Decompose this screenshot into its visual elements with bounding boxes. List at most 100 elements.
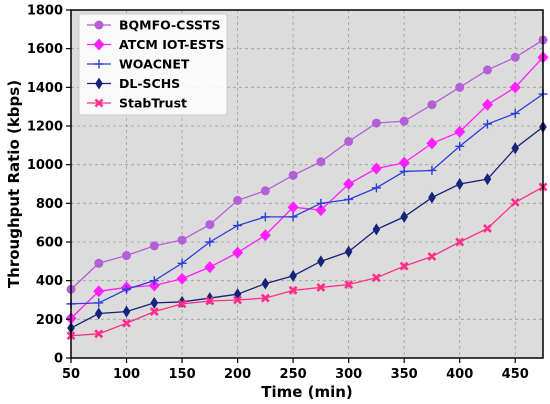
legend-label: ATCM IOT-ESTS (119, 37, 224, 52)
data-point-dl-schs (150, 296, 159, 309)
data-point-stabtrust (260, 293, 270, 303)
data-point-dl-schs (400, 210, 408, 223)
data-point-dl-schs (178, 295, 186, 308)
data-point-atcm-iot-ests (426, 137, 438, 150)
x-axis-title: Time (min) (261, 383, 353, 401)
data-point-woacnet (233, 221, 243, 231)
data-point-stabtrust (205, 296, 215, 306)
legend-item-stabtrust: StabTrust (87, 96, 187, 111)
series-atcm-iot-ests (65, 51, 549, 325)
legend-label: StabTrust (119, 96, 187, 111)
data-point-stabtrust (510, 197, 520, 207)
data-point-bqmfo-cssts (399, 116, 409, 126)
data-point-atcm-iot-ests (481, 98, 493, 111)
data-point-woacnet (149, 276, 159, 286)
data-point-stabtrust (177, 299, 187, 309)
y-tick-label: 1600 (27, 42, 63, 57)
series-line-dl-schs (70, 126, 544, 329)
legend-item-dl-schs: DL-SCHS (87, 76, 180, 91)
data-point-dl-schs (483, 173, 492, 186)
y-tick-label: 200 (36, 313, 63, 328)
series-line-stabtrust (70, 186, 544, 337)
data-point-bqmfo-cssts (233, 195, 243, 205)
data-point-bqmfo-cssts (149, 241, 159, 251)
data-point-stabtrust (371, 273, 381, 283)
series-woacnet (66, 89, 548, 309)
data-point-woacnet (455, 141, 465, 151)
data-point-stabtrust (288, 285, 298, 295)
legend-swatch-marker (95, 77, 103, 90)
legend-box (78, 13, 228, 116)
data-point-stabtrust (344, 280, 354, 289)
data-point-stabtrust (455, 237, 465, 247)
data-point-atcm-iot-ests (454, 125, 466, 138)
series-layer (65, 35, 549, 341)
data-point-dl-schs (122, 305, 131, 318)
data-point-woacnet (205, 237, 215, 247)
data-point-atcm-iot-ests (315, 204, 327, 217)
data-point-bqmfo-cssts (122, 251, 132, 261)
data-point-woacnet (94, 298, 104, 308)
data-point-dl-schs (289, 269, 297, 282)
data-point-bqmfo-cssts (260, 186, 270, 196)
x-tick-label: 450 (502, 367, 529, 382)
data-point-stabtrust (233, 295, 243, 305)
data-point-stabtrust (399, 261, 409, 271)
data-point-atcm-iot-ests (343, 178, 355, 190)
data-point-bqmfo-cssts (177, 235, 187, 245)
data-point-atcm-iot-ests (287, 201, 299, 214)
data-point-bqmfo-cssts (205, 220, 215, 230)
y-tick-label: 0 (54, 352, 63, 367)
data-point-bqmfo-cssts (510, 52, 520, 62)
data-point-dl-schs (344, 245, 353, 258)
data-point-woacnet (122, 284, 132, 294)
y-tick-label: 400 (36, 274, 63, 289)
data-point-woacnet (316, 198, 326, 208)
y-tick-label: 800 (36, 197, 63, 212)
data-point-stabtrust (149, 307, 159, 317)
data-point-stabtrust (316, 283, 326, 292)
data-point-woacnet (177, 258, 187, 268)
data-point-dl-schs (317, 255, 325, 268)
data-point-woacnet (288, 212, 298, 222)
y-tick-label: 1200 (27, 120, 63, 135)
data-point-bqmfo-cssts (482, 65, 492, 75)
data-point-woacnet (371, 183, 381, 193)
plot-frame (70, 9, 544, 359)
y-axis-title: Throughput Ratio (kbps) (5, 80, 23, 288)
legend-item-bqmfo-cssts: BQMFO-CSSTS (87, 18, 221, 33)
data-point-woacnet (260, 212, 270, 222)
data-point-stabtrust (483, 224, 492, 233)
legend-label: DL-SCHS (119, 76, 180, 91)
y-tick-label: 1400 (27, 81, 63, 96)
data-point-bqmfo-cssts (344, 136, 354, 146)
data-point-atcm-iot-ests (398, 156, 410, 169)
data-point-dl-schs (261, 277, 270, 290)
data-point-bqmfo-cssts (455, 82, 465, 92)
data-point-woacnet (344, 194, 354, 204)
series-stabtrust (66, 182, 548, 341)
x-tick-label: 350 (391, 367, 418, 382)
data-point-atcm-iot-ests (204, 261, 216, 274)
data-point-atcm-iot-ests (148, 279, 160, 292)
data-point-woacnet (482, 119, 492, 129)
series-dl-schs (67, 120, 547, 335)
data-point-atcm-iot-ests (176, 272, 188, 285)
data-point-dl-schs (455, 178, 464, 190)
axes-layer: 0 200 400 600 800 1000 1200 1400 1600 1800 50 100 15… (27, 4, 529, 383)
y-tick-label: 600 (36, 236, 63, 251)
x-tick-label: 250 (280, 367, 307, 382)
x-tick-label: 400 (446, 367, 473, 382)
data-point-bqmfo-cssts (316, 157, 326, 167)
data-point-stabtrust (94, 329, 104, 339)
legend-item-woacnet: WOACNET (87, 57, 190, 72)
legend: BQMFO-CSSTS ATCM IOT-ESTS WOACNET DL-SCHS St… (78, 13, 228, 116)
data-point-atcm-iot-ests (509, 81, 521, 94)
legend-swatch-marker (93, 38, 105, 51)
data-point-atcm-iot-ests (259, 229, 271, 242)
x-tick-label: 150 (168, 367, 195, 382)
legend-label: BQMFO-CSSTS (119, 18, 221, 33)
data-point-bqmfo-cssts (371, 118, 381, 128)
data-point-atcm-iot-ests (370, 162, 382, 175)
